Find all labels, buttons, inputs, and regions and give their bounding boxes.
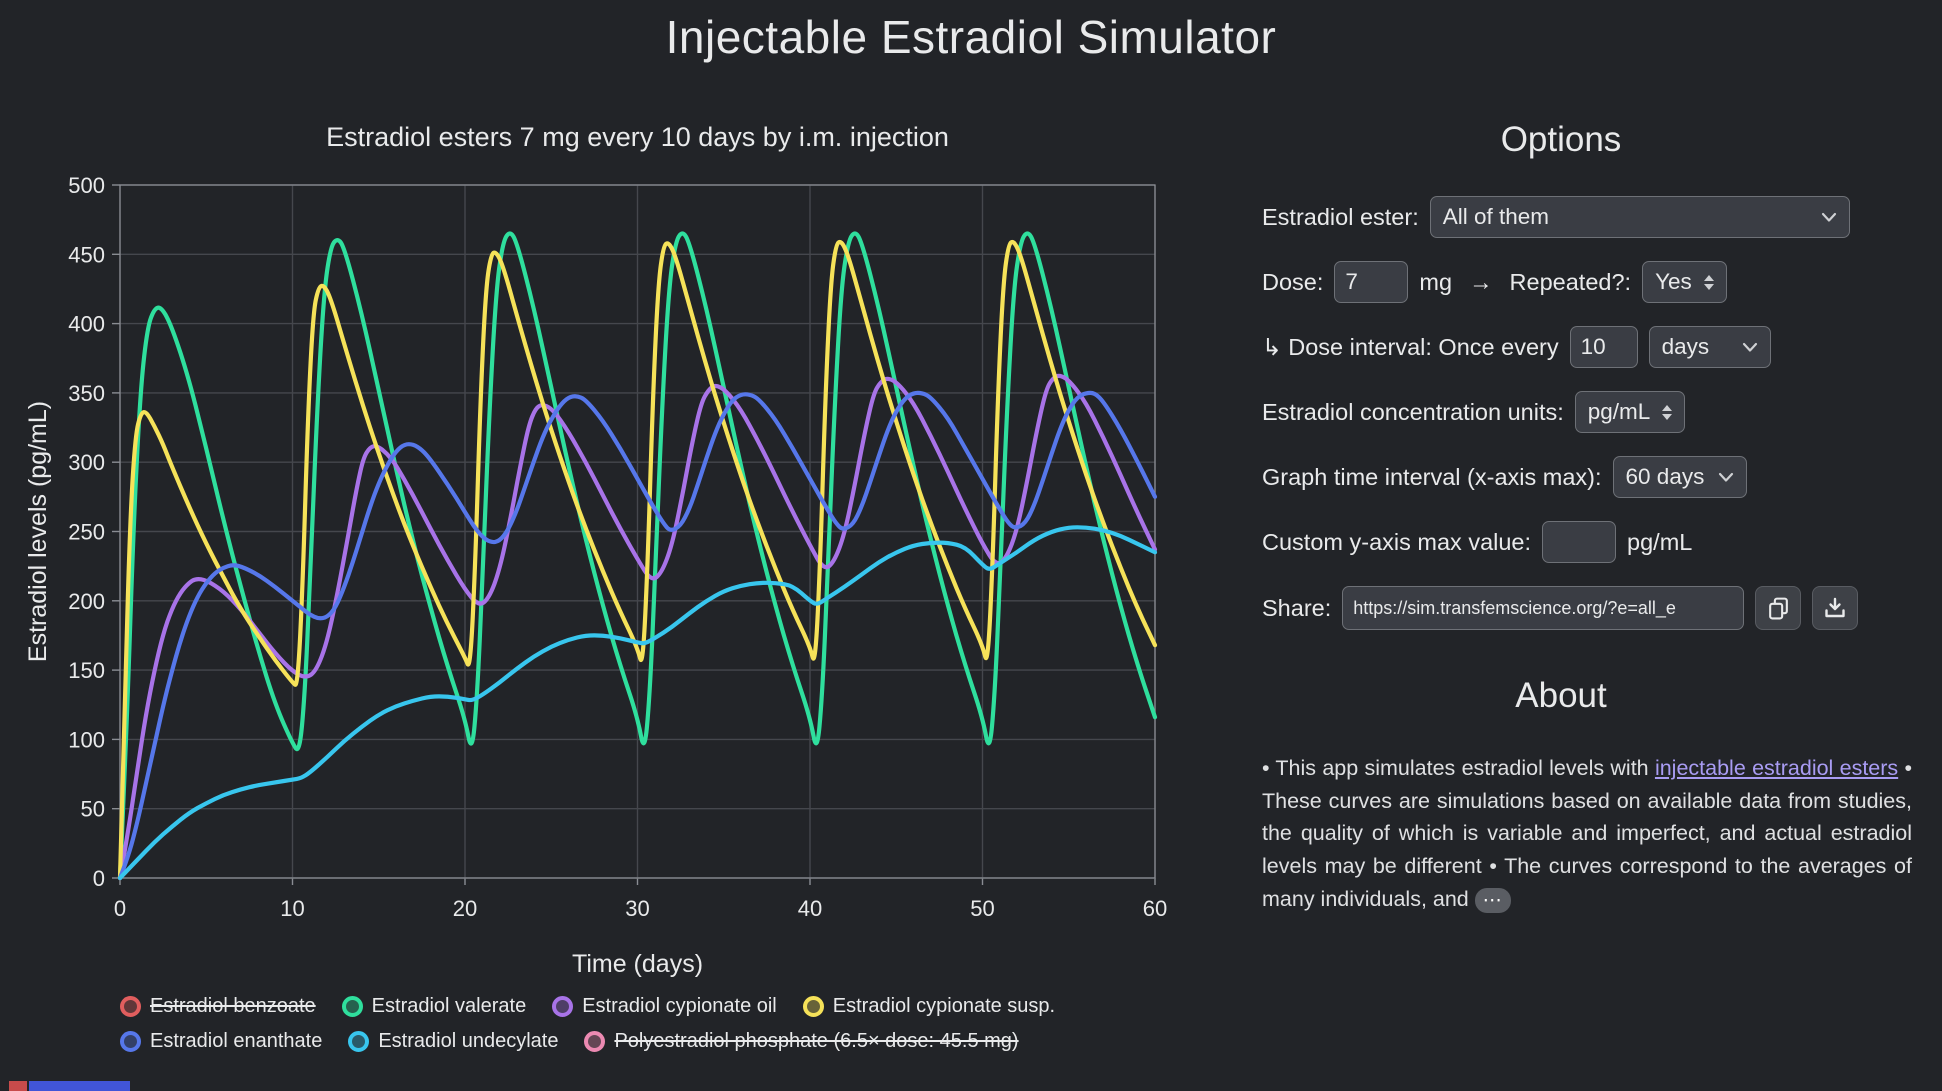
arrow-right-icon: →	[1469, 268, 1493, 295]
ester-select[interactable]: All of them	[1429, 196, 1850, 238]
chevron-down-icon	[1742, 342, 1758, 353]
svg-text:50: 50	[81, 797, 105, 822]
interval-unit-value: days	[1661, 334, 1710, 359]
dose-row: Dose: mg → Repeated?: Yes	[1262, 261, 1942, 303]
interval-unit-select[interactable]: days	[1648, 326, 1771, 368]
legend-marker-icon	[120, 1031, 141, 1052]
legend-item[interactable]: Estradiol cypionate susp.	[802, 995, 1056, 1018]
chart-legend: Estradiol benzoate Estradiol valerate Estr…	[120, 995, 1190, 1053]
svg-text:150: 150	[68, 658, 105, 683]
svg-text:Estradiol levels (pg/mL): Estradiol levels (pg/mL)	[24, 401, 52, 662]
legend-marker-icon	[552, 996, 574, 1017]
legend-item-label: Estradiol benzoate	[150, 995, 316, 1017]
interval-label: ↳ Dose interval: Once every	[1262, 334, 1559, 360]
about-text-part1: • This app simulates estradiol levels wi…	[1262, 756, 1655, 780]
repeated-label: Repeated?:	[1509, 268, 1632, 295]
ymax-row: Custom y-axis max value: pg/mL	[1262, 521, 1942, 563]
share-label: Share:	[1262, 594, 1332, 621]
svg-text:0: 0	[114, 896, 126, 921]
partial-banner-blue-block	[29, 1081, 130, 1091]
chevron-down-icon	[1718, 472, 1734, 483]
download-icon	[1825, 597, 1845, 618]
units-row: Estradiol concentration units: pg/mL	[1262, 391, 1942, 433]
ymax-input[interactable]	[1542, 521, 1617, 563]
legend-item-label: Estradiol cypionate oil	[582, 995, 777, 1017]
svg-text:350: 350	[68, 381, 105, 406]
legend-item-label: Estradiol cypionate susp.	[832, 995, 1056, 1017]
units-select-value: pg/mL	[1587, 399, 1651, 424]
legend-item-label: Polyestradiol phosphate (6.5× dose: 45.5…	[614, 1030, 1019, 1052]
legend-marker-icon	[802, 996, 824, 1017]
time-interval-row: Graph time interval (x-axis max): 60 day…	[1262, 456, 1942, 498]
svg-text:250: 250	[68, 520, 105, 545]
legend-marker-icon	[348, 1031, 370, 1052]
page-title: Injectable Estradiol Simulator	[665, 11, 1277, 63]
legend-marker-icon	[120, 996, 141, 1017]
legend-marker-icon	[584, 1031, 606, 1052]
time-interval-value: 60 days	[1625, 464, 1705, 489]
svg-text:500: 500	[68, 173, 105, 198]
dose-label: Dose:	[1262, 268, 1324, 295]
chart-title: Estradiol esters 7 mg every 10 days by i…	[326, 122, 949, 152]
select-spinner-icon	[1662, 404, 1673, 420]
copy-link-button[interactable]	[1755, 586, 1802, 630]
legend-item[interactable]: Estradiol cypionate oil	[552, 995, 777, 1018]
chart-area: Estradiol esters 7 mg every 10 days by i…	[20, 112, 1190, 1053]
svg-text:60: 60	[1143, 896, 1167, 921]
ester-select-value: All of them	[1442, 204, 1550, 229]
about-esters-link[interactable]: injectable estradiol esters	[1654, 756, 1899, 780]
interval-row: ↳ Dose interval: Once every days	[1262, 326, 1942, 368]
legend-item-label: Estradiol valerate	[371, 995, 527, 1017]
interval-input[interactable]	[1569, 326, 1638, 368]
svg-text:400: 400	[68, 312, 105, 337]
share-row: Share:	[1262, 586, 1942, 630]
partial-banner-red-block	[9, 1081, 27, 1091]
dose-unit-label: mg	[1419, 268, 1453, 295]
about-text-part2: • These curves are simulations based on …	[1262, 756, 1912, 911]
time-interval-label: Graph time interval (x-axis max):	[1262, 463, 1602, 490]
legend-item-label: Estradiol undecylate	[378, 1030, 559, 1052]
svg-text:300: 300	[68, 450, 105, 475]
legend-marker-icon	[341, 996, 363, 1017]
repeated-select-value: Yes	[1655, 269, 1692, 294]
about-heading: About	[1515, 676, 1607, 715]
svg-text:20: 20	[453, 896, 477, 921]
ymax-unit-label: pg/mL	[1627, 528, 1693, 555]
share-url-input[interactable]	[1342, 586, 1745, 630]
chart-plot: 0 10 20 30 40 50 60 0 50 100 150 200 250 300 350 400 450…	[24, 173, 1167, 978]
svg-text:50: 50	[970, 896, 994, 921]
svg-text:Time (days): Time (days)	[572, 950, 703, 978]
svg-text:100: 100	[68, 727, 105, 752]
legend-item[interactable]: Estradiol enanthate	[120, 1030, 322, 1053]
svg-text:40: 40	[798, 896, 822, 921]
repeated-select[interactable]: Yes	[1642, 261, 1727, 303]
units-label: Estradiol concentration units:	[1262, 398, 1564, 425]
svg-text:30: 30	[625, 896, 649, 921]
legend-item[interactable]: Estradiol benzoate	[120, 995, 316, 1018]
options-panel: Options Estradiol ester: All of them Dos…	[1180, 108, 1942, 915]
ester-row: Estradiol ester: All of them	[1262, 196, 1942, 238]
chevron-down-icon	[1821, 212, 1837, 223]
expand-more-button[interactable]: ⋯	[1474, 887, 1511, 913]
time-interval-select[interactable]: 60 days	[1612, 456, 1747, 498]
download-image-button[interactable]	[1812, 586, 1859, 630]
svg-text:0: 0	[93, 866, 105, 891]
options-heading: Options	[1500, 120, 1622, 159]
ester-label: Estradiol ester:	[1262, 203, 1419, 230]
ymax-label: Custom y-axis max value:	[1262, 528, 1532, 555]
legend-item[interactable]: Estradiol valerate	[341, 995, 527, 1018]
select-spinner-icon	[1703, 274, 1714, 290]
svg-text:450: 450	[68, 242, 105, 267]
legend-item-label: Estradiol enanthate	[150, 1030, 323, 1052]
copy-icon	[1768, 597, 1788, 619]
about-text: • This app simulates estradiol levels wi…	[1262, 752, 1912, 915]
legend-item[interactable]: Polyestradiol phosphate (6.5× dose: 45.5…	[584, 1030, 1019, 1053]
svg-text:200: 200	[68, 589, 105, 614]
dose-input[interactable]	[1334, 261, 1409, 303]
svg-text:10: 10	[280, 896, 304, 921]
legend-item[interactable]: Estradiol undecylate	[348, 1030, 558, 1053]
units-select[interactable]: pg/mL	[1574, 391, 1686, 433]
